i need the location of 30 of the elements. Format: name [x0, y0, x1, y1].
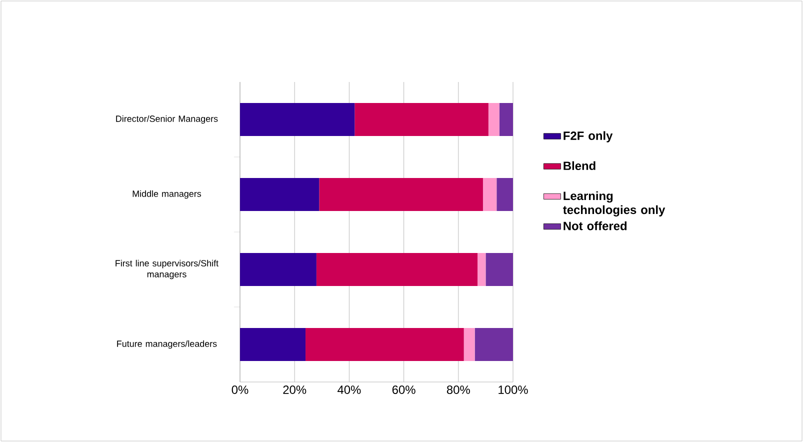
bar: [464, 328, 475, 361]
bar: [306, 328, 464, 361]
x-tick-label: 80%: [446, 386, 470, 394]
y-tick-label: Middle managers: [132, 190, 202, 199]
x-tick-label: 40%: [338, 386, 361, 394]
bar: [482, 178, 497, 211]
x-tick-label: 100%: [498, 386, 528, 394]
y-tick-label: Future managers/leaders: [117, 340, 217, 349]
y-tick-label: First line supervisors/Shift managers: [116, 260, 218, 280]
bar: [499, 102, 514, 136]
bar: [240, 253, 316, 286]
bar: [316, 253, 478, 286]
legend-label: F2F only: [564, 131, 613, 142]
x-tick-label: 60%: [392, 386, 416, 394]
legend-label: Learning technologies only: [563, 191, 666, 216]
bar: [354, 102, 488, 136]
x-tick-label: 20%: [283, 386, 306, 394]
legend-label: Blend: [564, 161, 596, 170]
y-tick-label: Director/Senior Managers: [116, 115, 218, 124]
bar: [488, 102, 500, 136]
bar: [478, 253, 486, 286]
bar: [486, 253, 514, 286]
bar: [474, 328, 514, 361]
legend-label: Not offered: [564, 221, 627, 230]
x-tick-label: 0%: [232, 386, 248, 394]
bar: [240, 328, 306, 361]
bar: [319, 178, 483, 211]
bar: [496, 178, 514, 211]
bar: [240, 178, 320, 211]
bar: [240, 102, 355, 136]
